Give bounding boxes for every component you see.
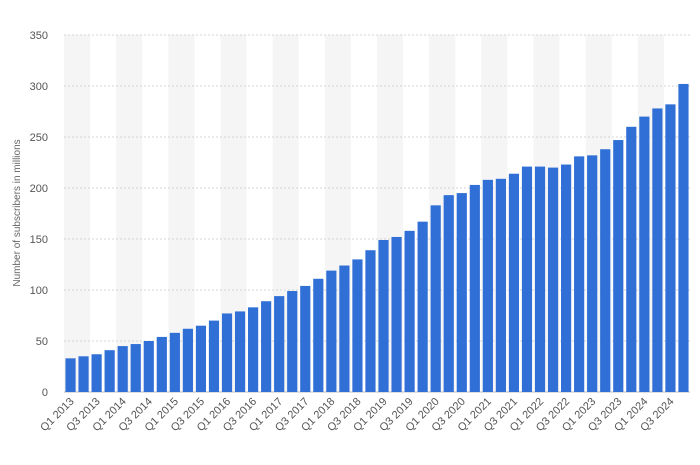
- bar[interactable]: [456, 193, 467, 392]
- bar[interactable]: [469, 184, 480, 392]
- bar[interactable]: [613, 140, 624, 392]
- bar[interactable]: [65, 358, 76, 392]
- bar[interactable]: [482, 179, 493, 392]
- bar[interactable]: [117, 346, 128, 392]
- bar[interactable]: [104, 350, 115, 392]
- y-tick-label: 250: [30, 132, 48, 144]
- bar[interactable]: [378, 240, 389, 392]
- bar[interactable]: [678, 83, 689, 393]
- bar[interactable]: [274, 296, 285, 392]
- bar[interactable]: [287, 291, 298, 392]
- bar[interactable]: [574, 156, 585, 392]
- bar[interactable]: [182, 328, 193, 392]
- gridlines: [64, 34, 690, 393]
- bar[interactable]: [521, 166, 533, 392]
- bar[interactable]: [248, 307, 259, 392]
- bar[interactable]: [339, 265, 350, 392]
- bar[interactable]: [391, 236, 402, 392]
- bar[interactable]: [143, 341, 154, 392]
- bar[interactable]: [404, 230, 415, 392]
- bar[interactable]: [639, 116, 650, 392]
- bar[interactable]: [195, 325, 207, 392]
- bar[interactable]: [326, 270, 337, 392]
- y-tick-label: 100: [30, 285, 48, 297]
- bar[interactable]: [156, 336, 167, 392]
- bar[interactable]: [313, 278, 324, 392]
- bar[interactable]: [300, 285, 311, 392]
- y-tick-label: 0: [42, 387, 48, 399]
- bar[interactable]: [130, 344, 141, 392]
- y-tick-label: 300: [30, 81, 48, 93]
- bar[interactable]: [561, 164, 572, 392]
- bar[interactable]: [652, 108, 663, 392]
- bar[interactable]: [208, 320, 220, 392]
- bar[interactable]: [352, 259, 363, 392]
- bars: [65, 83, 689, 393]
- bar[interactable]: [365, 250, 376, 392]
- bar[interactable]: [587, 155, 598, 392]
- y-tick-label: 150: [30, 234, 48, 246]
- bar[interactable]: [430, 205, 441, 392]
- bar[interactable]: [91, 354, 102, 392]
- bar[interactable]: [234, 311, 246, 392]
- bar[interactable]: [495, 178, 506, 392]
- y-tick-label: 350: [30, 30, 48, 42]
- column-band: [64, 35, 91, 392]
- bar[interactable]: [626, 126, 637, 393]
- bar[interactable]: [78, 356, 89, 392]
- y-tick-label: 50: [36, 336, 48, 348]
- bar[interactable]: [547, 167, 559, 392]
- y-axis-title: Number of subscribers in millions: [12, 139, 23, 286]
- y-axis-ticks: 0 50 100 150 200 250 300 350: [30, 30, 48, 399]
- bar[interactable]: [600, 149, 611, 392]
- bar[interactable]: [508, 173, 520, 392]
- bar[interactable]: [261, 301, 272, 392]
- bar[interactable]: [534, 166, 546, 392]
- bar[interactable]: [443, 195, 454, 392]
- bar[interactable]: [417, 221, 428, 392]
- bar[interactable]: [665, 104, 676, 393]
- column-bands: [64, 35, 664, 392]
- bar[interactable]: [221, 313, 233, 392]
- bar[interactable]: [169, 332, 180, 392]
- column-band: [116, 35, 143, 392]
- y-tick-label: 200: [30, 183, 48, 195]
